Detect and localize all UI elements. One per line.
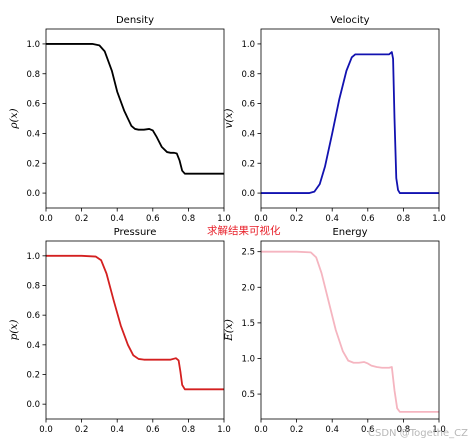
x-tick-label-pressure: 0.0	[39, 425, 53, 435]
x-tick-label-energy: 0.8	[397, 425, 411, 435]
y-tick-label-density: 0.6	[26, 100, 40, 110]
chart-title-pressure: Pressure	[114, 227, 157, 238]
chart-density: 0.0 0.2 0.4 0.6 0.8 1.0 0.0 0.2 0.4 0.6 0.8 1.0 Dens…	[8, 15, 231, 224]
x-tick-label-velocity: 0.2	[290, 214, 304, 224]
y-tick-label-velocity: 1.0	[241, 40, 255, 50]
axes-frame-pressure	[45, 240, 225, 420]
chart-pressure: 0.0 0.2 0.4 0.6 0.8 1.0 0.0 0.2 0.4 0.6 0.8 1.0 Pres…	[8, 227, 231, 435]
y-axis-label-pressure: p(x)	[8, 320, 20, 341]
series-line-pressure	[46, 254, 224, 391]
axes-frame-density	[45, 28, 225, 209]
y-tick-label-pressure: 0.4	[26, 341, 40, 351]
y-tick-label-velocity: 0.6	[241, 100, 255, 110]
x-tick-label-density: 0.2	[75, 214, 89, 224]
y-tick-label-energy: 0.5	[241, 390, 255, 400]
y-tick-label-energy: 2.0	[241, 283, 255, 293]
y-tick-label-density: 0.4	[26, 129, 40, 139]
figure-caption: 求解结果可视化	[207, 225, 281, 237]
x-tick-label-density: 0.8	[182, 214, 196, 224]
chart-energy: 0.0 0.2 0.4 0.6 0.8 1.0 0.5 1.0 1.5 2.0 2.5 Energy E…	[223, 227, 446, 435]
y-tick-label-pressure: 0.0	[26, 400, 40, 410]
watermark: CSDN @Togethe_CZ	[368, 428, 468, 439]
axes-frame-velocity	[260, 28, 440, 209]
y-tick-label-density: 0.0	[26, 189, 40, 199]
axes-frame-energy	[260, 240, 440, 420]
series-line-energy	[261, 250, 439, 413]
x-tick-label-density: 0.4	[110, 214, 124, 224]
y-tick-label-density: 0.8	[26, 70, 40, 80]
x-tick-label-velocity: 0.6	[361, 214, 375, 224]
chart-title-energy: Energy	[332, 227, 367, 238]
x-tick-label-energy: 0.0	[254, 425, 268, 435]
chart-title-velocity: Velocity	[330, 15, 369, 26]
x-tick-label-energy: 0.6	[361, 425, 375, 435]
x-tick-label-density: 1.0	[217, 214, 231, 224]
chart-title-density: Density	[116, 15, 154, 26]
y-tick-label-energy: 1.0	[241, 354, 255, 364]
y-tick-label-pressure: 0.6	[26, 311, 40, 321]
y-tick-label-energy: 1.5	[241, 319, 255, 329]
x-tick-label-density: 0.6	[146, 214, 160, 224]
y-tick-label-velocity: 0.0	[241, 189, 255, 199]
x-tick-label-pressure: 0.2	[75, 425, 89, 435]
x-tick-label-pressure: 0.4	[110, 425, 124, 435]
series-line-density	[46, 43, 224, 175]
chart-velocity: 0.0 0.2 0.4 0.6 0.8 1.0 0.0 0.2 0.4 0.6 0.8 1.0 Velo…	[223, 15, 446, 224]
y-axis-label-density: ρ(x)	[8, 108, 20, 129]
x-tick-label-density: 0.0	[39, 214, 53, 224]
x-tick-label-energy: 0.2	[290, 425, 304, 435]
y-tick-label-pressure: 0.2	[26, 371, 40, 381]
y-axis-label-energy: E(x)	[223, 319, 235, 342]
y-tick-label-velocity: 0.8	[241, 70, 255, 80]
y-tick-label-density: 0.2	[26, 159, 40, 169]
x-tick-label-velocity: 0.0	[254, 214, 268, 224]
x-tick-label-energy: 0.4	[325, 425, 339, 435]
x-tick-label-pressure: 0.8	[182, 425, 196, 435]
y-tick-label-velocity: 0.2	[241, 159, 255, 169]
x-tick-label-pressure: 0.6	[146, 425, 160, 435]
y-axis-label-velocity: v(x)	[223, 108, 235, 128]
x-tick-label-velocity: 0.4	[325, 214, 339, 224]
x-tick-label-pressure: 1.0	[217, 425, 231, 435]
y-tick-label-pressure: 0.8	[26, 282, 40, 292]
x-tick-label-velocity: 1.0	[432, 214, 446, 224]
x-tick-label-energy: 1.0	[432, 425, 446, 435]
y-tick-label-velocity: 0.4	[241, 129, 255, 139]
x-tick-label-velocity: 0.8	[397, 214, 411, 224]
y-tick-label-pressure: 1.0	[26, 252, 40, 262]
y-tick-label-energy: 2.5	[241, 248, 255, 258]
y-tick-label-density: 1.0	[26, 40, 40, 50]
series-line-velocity	[261, 51, 439, 194]
